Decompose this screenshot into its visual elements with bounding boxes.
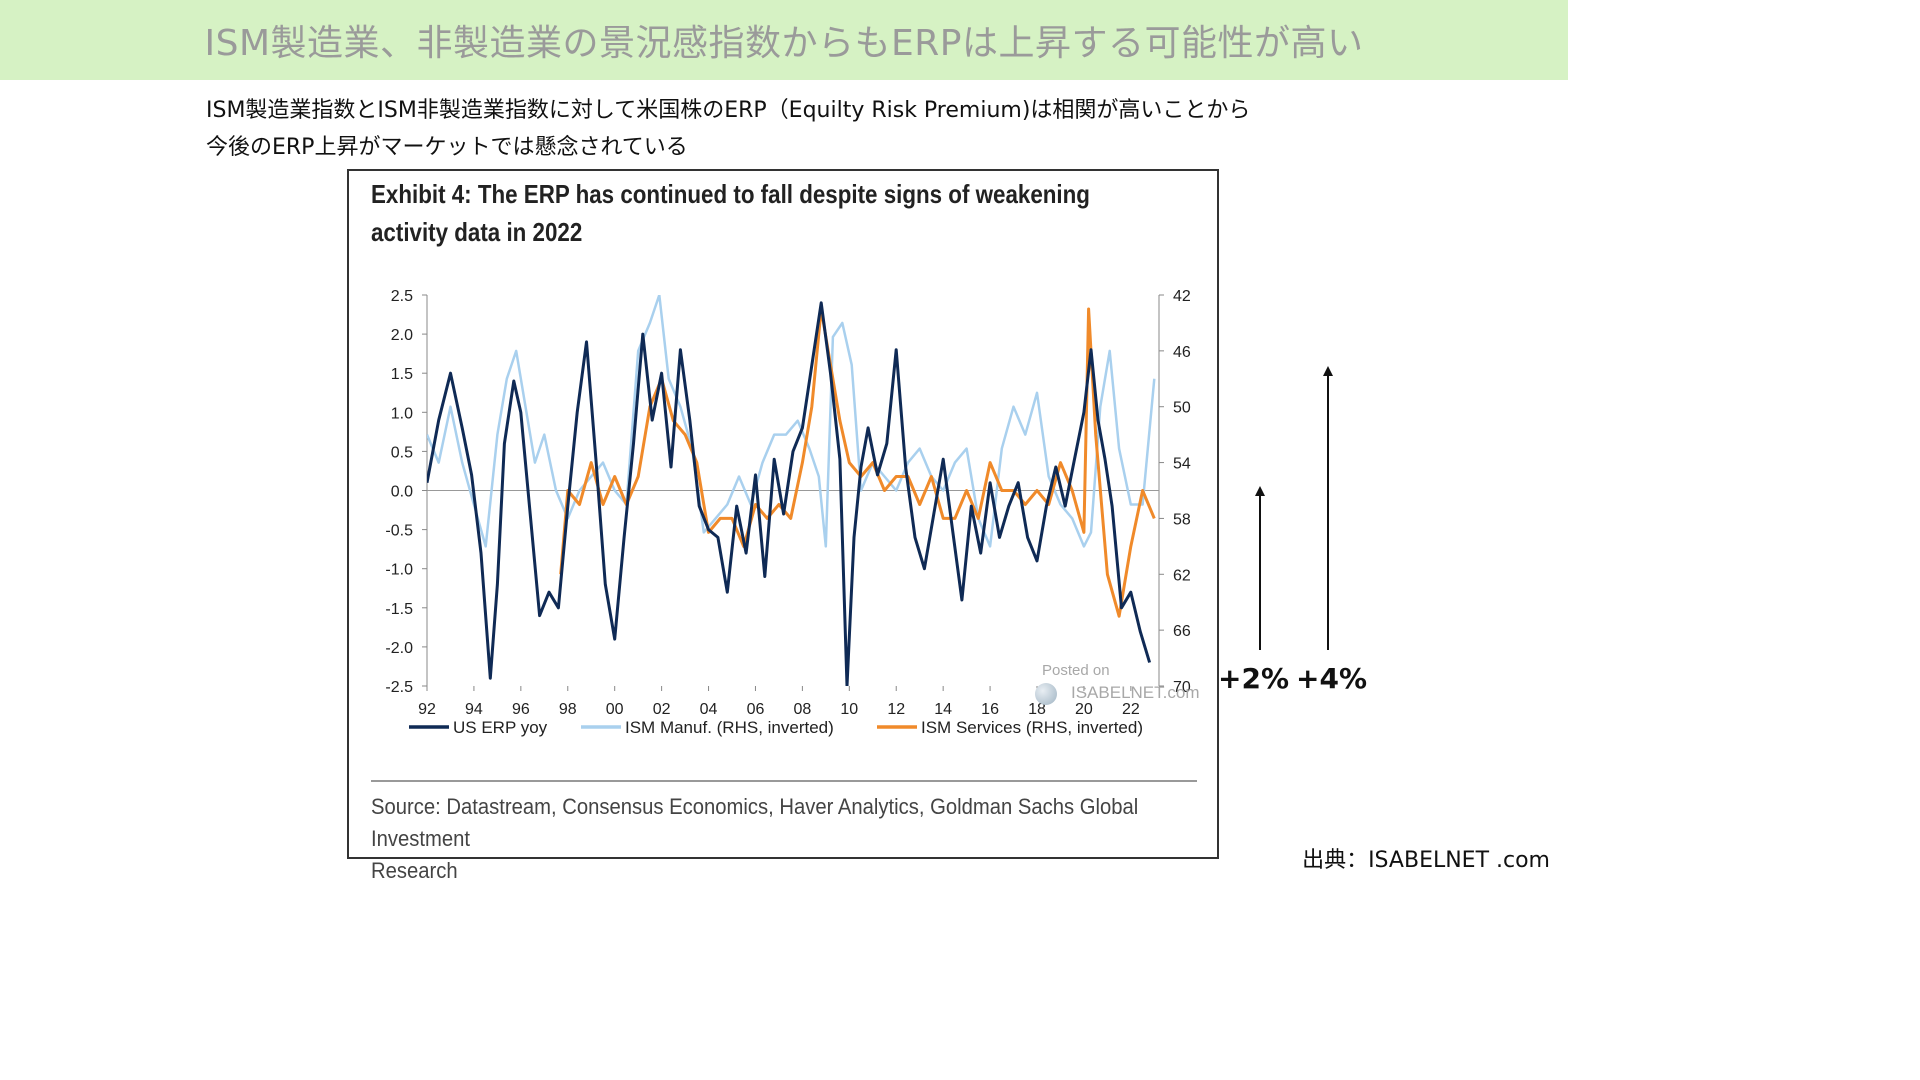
x-tick-label: 12 — [887, 701, 905, 718]
left-tick-label: -2.5 — [385, 679, 413, 696]
x-tick-label: 02 — [653, 701, 671, 718]
series-line-us-erp — [427, 301, 1152, 686]
x-tick-label: 94 — [465, 701, 483, 718]
exhibit-title: Exhibit 4: The ERP has continued to fall… — [371, 175, 1093, 251]
left-tick-label: 0.5 — [391, 444, 413, 461]
left-tick-label: 0.0 — [391, 484, 413, 501]
arrow-small-label: +2% — [1218, 662, 1289, 695]
x-tick-label: 10 — [840, 701, 858, 718]
x-tick-label: 98 — [559, 701, 577, 718]
right-tick-label: 54 — [1173, 456, 1191, 473]
x-tick-label: 20 — [1075, 701, 1093, 718]
annotation-arrows — [1255, 366, 1333, 650]
legend-label-ism-manuf: ISM Manuf. (RHS, inverted) — [625, 718, 834, 737]
banner-title: ISM製造業、非製造業の景況感指数からもERPは上昇する可能性が高い — [204, 23, 1364, 64]
x-tick-label: 16 — [981, 701, 999, 718]
left-tick-label: 2.5 — [391, 288, 413, 305]
left-tick-label: -1.5 — [385, 601, 413, 618]
x-tick-label: 14 — [934, 701, 952, 718]
watermark-posted: Posted on — [1042, 662, 1110, 679]
left-tick-label: 2.0 — [391, 327, 413, 344]
watermark-globe-icon — [1035, 683, 1057, 705]
right-tick-label: 70 — [1173, 679, 1191, 696]
right-tick-label: 46 — [1173, 344, 1191, 361]
arrow-large-head-icon — [1323, 366, 1333, 376]
left-tick-label: 1.5 — [391, 366, 413, 383]
credit-source: 出典：ISABELNET .com — [1302, 848, 1550, 873]
x-tick-label: 04 — [700, 701, 718, 718]
exhibit-title-line-1: Exhibit 4: The ERP has continued to fall… — [371, 179, 1090, 209]
x-tick-label: 96 — [512, 701, 530, 718]
source-line-2: Research — [371, 858, 458, 883]
right-tick-label: 50 — [1173, 400, 1191, 417]
x-tick-label: 00 — [606, 701, 624, 718]
line-chart: 2.5 2.0 1.5 1.0 0.5 0.0 -0.5 -1.0 -1.5 -2.0 -2.5 42… — [385, 288, 1191, 737]
legend-label-ism-services: ISM Services (RHS, inverted) — [921, 718, 1143, 737]
exhibit-panel: Exhibit 4: The ERP has continued to fall… — [347, 169, 1219, 883]
source-line-1: Source: Datastream, Consensus Economics,… — [371, 794, 1139, 851]
arrow-small-head-icon — [1255, 486, 1265, 496]
right-tick-label: 58 — [1173, 511, 1191, 528]
intro-line-1: ISM製造業指数とISM非製造業指数に対して米国株のERP（Equilty Ri… — [206, 98, 1251, 123]
x-tick-label: 18 — [1028, 701, 1046, 718]
left-tick-label: -1.0 — [385, 562, 413, 579]
series-line-ism-manuf — [427, 295, 1156, 548]
x-tick-label: 22 — [1122, 701, 1140, 718]
intro-line-2: 今後のERP上昇がマーケットでは懸念されている — [206, 135, 688, 160]
left-tick-label: -2.0 — [385, 640, 413, 657]
source-note: Source: Datastream, Consensus Economics,… — [371, 791, 1199, 887]
series-line-ism-services — [559, 307, 1156, 618]
header-banner: ISM製造業、非製造業の景況感指数からもERPは上昇する可能性が高い — [0, 0, 1568, 80]
right-tick-label: 66 — [1173, 623, 1191, 640]
watermark-site: ISABELNET.com — [1071, 683, 1200, 702]
right-tick-label: 62 — [1173, 567, 1191, 584]
x-tick-label: 92 — [418, 701, 436, 718]
x-tick-label: 08 — [793, 701, 811, 718]
right-tick-label: 42 — [1173, 288, 1191, 305]
exhibit-title-line-2: activity data in 2022 — [371, 217, 583, 247]
source-divider — [371, 780, 1197, 782]
arrow-large-label: +4% — [1296, 662, 1367, 695]
x-tick-label: 06 — [747, 701, 765, 718]
intro-text: ISM製造業指数とISM非製造業指数に対して米国株のERP（Equilty Ri… — [206, 92, 1456, 166]
left-tick-label: 1.0 — [391, 405, 413, 422]
left-tick-label: -0.5 — [385, 523, 413, 540]
legend-label-us-erp: US ERP yoy — [453, 718, 548, 737]
